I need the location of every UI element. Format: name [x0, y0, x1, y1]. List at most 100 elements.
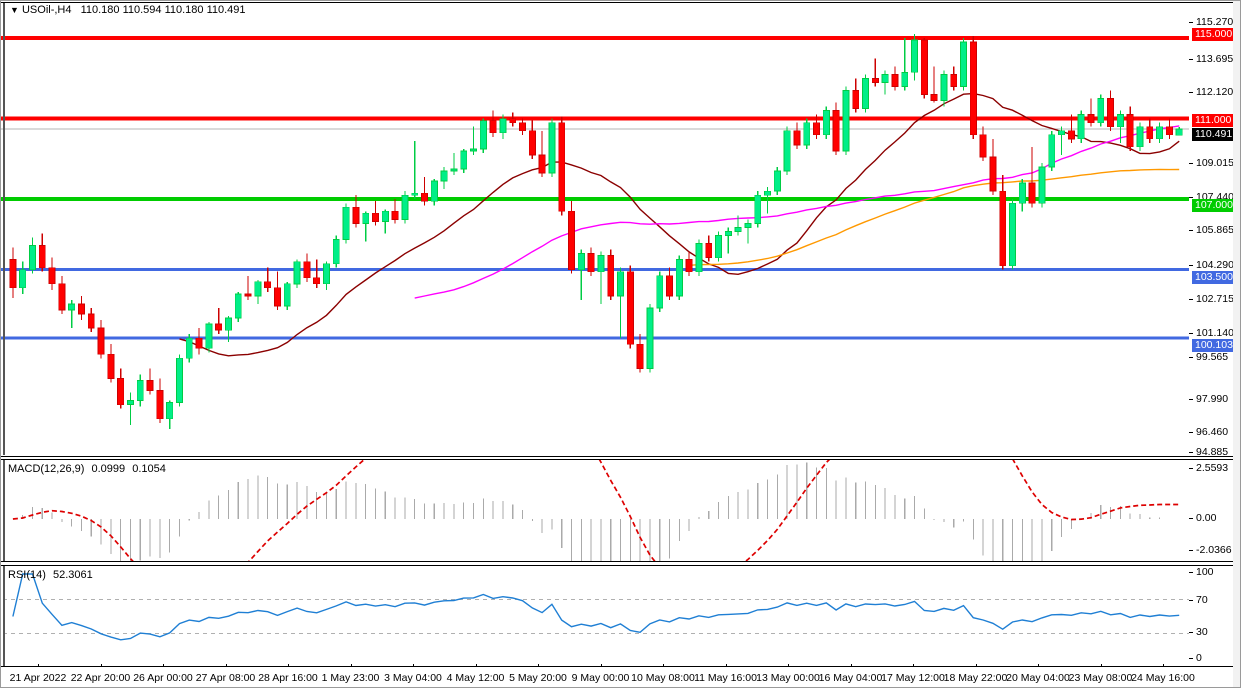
price-tag-support-100-103: 100.103: [1192, 339, 1239, 352]
price-axis-tick: [1189, 92, 1193, 93]
time-axis-tick: [788, 664, 789, 667]
rsi-canvas[interactable]: [1, 566, 1240, 666]
time-axis-label: 17 May 12:00: [881, 672, 945, 684]
time-axis-tick: [913, 664, 914, 667]
price-axis-tick-label: 94.885: [1196, 446, 1229, 458]
right-gutter: [1233, 0, 1241, 688]
price-axis-tick-label: 115.270: [1196, 16, 1234, 28]
price-tag-resistance-115: 115.000: [1192, 28, 1239, 41]
macd-axis-tick: [1189, 468, 1193, 469]
time-axis-tick: [600, 664, 602, 667]
price-axis-tick: [1189, 333, 1193, 334]
time-axis-tick: [100, 664, 102, 667]
price-axis-tick-label: 107.440: [1196, 191, 1234, 203]
price-axis-tick-label: 96.460: [1196, 426, 1229, 438]
price-chart-panel[interactable]: [0, 2, 1241, 457]
time-axis-label: 24 May 16:00: [1131, 672, 1195, 684]
macd-label: MACD(12,26,9): [8, 463, 85, 475]
time-axis-tick: [288, 664, 289, 667]
time-axis-tick: [38, 664, 39, 667]
macd-header: MACD(12,26,9) 0.0999 0.1054: [8, 463, 166, 475]
symbol-label: USOil-,H4: [21, 4, 72, 16]
price-axis-tick-label: 101.140: [1196, 327, 1234, 339]
time-axis-tick: [1163, 664, 1164, 667]
rsi-axis-tick-label: 70: [1196, 594, 1208, 606]
price-tag-current-price: 110.491: [1192, 128, 1239, 141]
time-axis-tick: [413, 664, 414, 667]
time-axis-label: 28 Apr 16:00: [258, 672, 318, 684]
time-axis-tick: [163, 664, 164, 667]
time-axis-label: 20 May 04:00: [1006, 672, 1070, 684]
macd-axis-tick-label: 0.00: [1196, 512, 1217, 524]
time-axis-tick: [725, 664, 727, 667]
price-axis-tick-label: 102.715: [1196, 293, 1234, 305]
time-axis-label: 5 May 20:00: [509, 672, 567, 684]
price-panel-left-edge: [3, 3, 5, 455]
time-axis-tick: [1038, 664, 1039, 667]
macd-axis-tick: [1189, 550, 1193, 551]
rsi-header: RSI(14) 52.3061: [8, 569, 93, 581]
macd-axis-tick-label: 2.5593: [1196, 462, 1229, 474]
price-axis-tick: [1189, 230, 1193, 231]
time-axis-label: 22 Apr 20:00: [70, 672, 131, 684]
macd-panel-left-edge: [3, 460, 5, 561]
price-axis-tick: [1189, 299, 1193, 300]
rsi-axis-tick-label: 100: [1196, 566, 1214, 578]
time-axis-label: 23 May 08:00: [1068, 672, 1133, 684]
price-axis-tick-label: 97.990: [1196, 393, 1229, 405]
price-tag-pivot-107: 107.000: [1192, 199, 1239, 212]
price-axis-tick: [1189, 357, 1193, 358]
time-axis-tick: [538, 664, 539, 667]
macd-value-signal: 0.1054: [132, 463, 166, 475]
time-axis-tick: [350, 664, 352, 667]
rsi-value: 52.3061: [52, 569, 93, 581]
price-tag-resistance-111: 111.000: [1192, 114, 1239, 127]
macd-axis-tick-label: -2.0366: [1196, 544, 1232, 556]
rsi-axis-tick: [1189, 572, 1193, 573]
price-axis-tick: [1189, 399, 1193, 400]
time-axis-label: 16 May 04:00: [818, 672, 883, 684]
rsi-axis-tick-label: 0: [1196, 652, 1202, 664]
price-axis-tick-label: 109.015: [1196, 157, 1234, 169]
price-axis-tick: [1189, 59, 1193, 60]
macd-canvas[interactable]: [1, 460, 1240, 561]
macd-axis-tick: [1189, 518, 1193, 519]
time-axis-tick: [850, 664, 852, 667]
triangle-down-icon[interactable]: ▼: [10, 5, 19, 15]
time-axis-label: 4 May 12:00: [446, 672, 505, 684]
price-axis-tick: [1189, 432, 1193, 433]
time-axis-label: 26 Apr 00:00: [133, 672, 193, 684]
price-chart-header: ▼ USOil-,H4 110.180 110.594 110.180 110.…: [10, 4, 246, 16]
price-chart-canvas[interactable]: [1, 3, 1240, 456]
macd-panel[interactable]: [0, 459, 1241, 562]
price-axis-tick: [1189, 265, 1193, 266]
time-axis-label: 21 Apr 2022: [9, 672, 67, 684]
price-axis-tick-label: 99.565: [1196, 351, 1229, 363]
price-axis-tick: [1189, 452, 1193, 453]
rsi-axis-tick: [1189, 658, 1193, 659]
price-axis-tick: [1189, 163, 1193, 164]
ohlc-values: 110.180 110.594 110.180 110.491: [80, 4, 246, 16]
rsi-axis-tick: [1189, 632, 1193, 633]
time-axis-label: 27 Apr 08:00: [195, 672, 256, 684]
time-axis-label: 18 May 22:00: [943, 672, 1008, 684]
time-axis-tick: [975, 664, 977, 667]
rsi-axis-tick: [1189, 600, 1193, 601]
time-axis-tick: [225, 664, 227, 667]
rsi-axis-tick-label: 30: [1196, 626, 1208, 638]
time-axis-tick: [475, 664, 477, 667]
time-axis-label: 10 May 08:00: [631, 672, 695, 684]
rsi-label: RSI(14): [8, 569, 46, 581]
time-axis-label: 13 May 00:00: [756, 672, 820, 684]
time-axis-label: 3 May 04:00: [384, 672, 442, 684]
price-axis-tick-label: 112.120: [1196, 86, 1234, 98]
price-axis-tick: [1189, 197, 1193, 198]
macd-value-main: 0.0999: [91, 463, 126, 475]
time-axis-tick: [1100, 664, 1102, 667]
rsi-panel[interactable]: [0, 565, 1241, 667]
price-tag-support-103-5: 103.500: [1192, 271, 1239, 284]
price-axis-tick-label: 113.695: [1196, 53, 1234, 65]
rsi-panel-left-edge: [3, 566, 5, 666]
time-axis-tick: [663, 664, 664, 667]
